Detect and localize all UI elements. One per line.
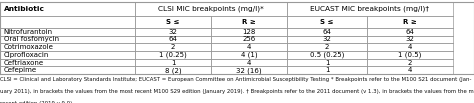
Text: 1 (0.25): 1 (0.25) xyxy=(159,52,187,58)
Text: 32 (16): 32 (16) xyxy=(236,67,262,74)
Bar xyxy=(135,2,287,16)
Bar xyxy=(135,43,211,51)
Bar xyxy=(0,16,135,28)
Text: 2: 2 xyxy=(408,60,412,66)
Text: 4: 4 xyxy=(246,44,251,50)
Text: 4 (1): 4 (1) xyxy=(240,52,257,58)
Bar xyxy=(211,16,287,28)
Text: 32: 32 xyxy=(406,36,414,42)
Bar xyxy=(0,2,135,16)
Text: Ceftriaxone: Ceftriaxone xyxy=(4,60,44,66)
Bar xyxy=(0,36,135,43)
Text: Oral fosfomycin: Oral fosfomycin xyxy=(4,36,59,42)
Bar xyxy=(367,51,453,59)
Bar xyxy=(287,66,367,74)
Text: 2: 2 xyxy=(325,44,329,50)
Bar xyxy=(135,36,211,43)
Bar xyxy=(287,36,367,43)
Bar xyxy=(367,16,453,28)
Bar xyxy=(135,28,211,36)
Bar xyxy=(367,43,453,51)
Text: 32: 32 xyxy=(323,36,331,42)
Text: CLSI = Clinical and Laboratory Standards Institute; EUCAST = European Committee : CLSI = Clinical and Laboratory Standards… xyxy=(0,77,472,82)
Bar xyxy=(211,36,287,43)
Text: R ≥: R ≥ xyxy=(242,19,256,25)
Bar xyxy=(287,59,367,66)
Bar xyxy=(287,43,367,51)
Text: 2: 2 xyxy=(171,44,175,50)
Bar xyxy=(211,43,287,51)
Bar xyxy=(287,2,453,16)
Text: CLSI MIC breakpoints (mg/l)*: CLSI MIC breakpoints (mg/l)* xyxy=(158,6,264,12)
Text: Cotrimoxazole: Cotrimoxazole xyxy=(4,44,54,50)
Text: 1: 1 xyxy=(325,60,329,66)
Bar xyxy=(0,43,135,51)
Bar xyxy=(367,28,453,36)
Bar xyxy=(0,51,135,59)
Bar xyxy=(367,66,453,74)
Text: 128: 128 xyxy=(242,29,255,35)
Text: 4: 4 xyxy=(246,60,251,66)
Bar xyxy=(0,28,135,36)
Text: 1: 1 xyxy=(171,60,175,66)
Text: 8 (2): 8 (2) xyxy=(164,67,182,74)
Text: Cefepime: Cefepime xyxy=(4,67,37,73)
Text: 4: 4 xyxy=(408,44,412,50)
Text: 256: 256 xyxy=(242,36,255,42)
Text: 64: 64 xyxy=(169,36,177,42)
Bar xyxy=(287,28,367,36)
Bar xyxy=(135,16,211,28)
Text: EUCAST MIC breakpoints (mg/l)†: EUCAST MIC breakpoints (mg/l)† xyxy=(310,6,429,12)
Bar xyxy=(211,28,287,36)
Text: Nitrofurantoin: Nitrofurantoin xyxy=(4,29,53,35)
Bar xyxy=(211,51,287,59)
Text: R ≥: R ≥ xyxy=(403,19,417,25)
Bar xyxy=(135,66,211,74)
Bar xyxy=(0,66,135,74)
Text: 0.5 (0.25): 0.5 (0.25) xyxy=(310,52,344,58)
Text: Antibiotic: Antibiotic xyxy=(4,6,45,12)
Text: 64: 64 xyxy=(323,29,331,35)
Bar xyxy=(211,59,287,66)
Text: uary 2011), in brackets the values from the most recent M100 S29 edition (Januar: uary 2011), in brackets the values from … xyxy=(0,89,474,94)
Text: 32: 32 xyxy=(169,29,177,35)
Bar xyxy=(135,59,211,66)
Text: Ciprofloxacin: Ciprofloxacin xyxy=(4,52,49,58)
Bar xyxy=(367,59,453,66)
Bar xyxy=(135,51,211,59)
Text: S ≤: S ≤ xyxy=(320,19,334,25)
Bar xyxy=(0,59,135,66)
Bar xyxy=(211,66,287,74)
Text: 64: 64 xyxy=(406,29,414,35)
Bar xyxy=(367,36,453,43)
Bar xyxy=(287,16,367,28)
Text: 1 (0.5): 1 (0.5) xyxy=(398,52,422,58)
Text: 4: 4 xyxy=(408,67,412,73)
Bar xyxy=(287,51,367,59)
Text: recent edition (2019 v 9.0): recent edition (2019 v 9.0) xyxy=(0,101,72,103)
Text: S ≤: S ≤ xyxy=(166,19,180,25)
Text: 1: 1 xyxy=(325,67,329,73)
